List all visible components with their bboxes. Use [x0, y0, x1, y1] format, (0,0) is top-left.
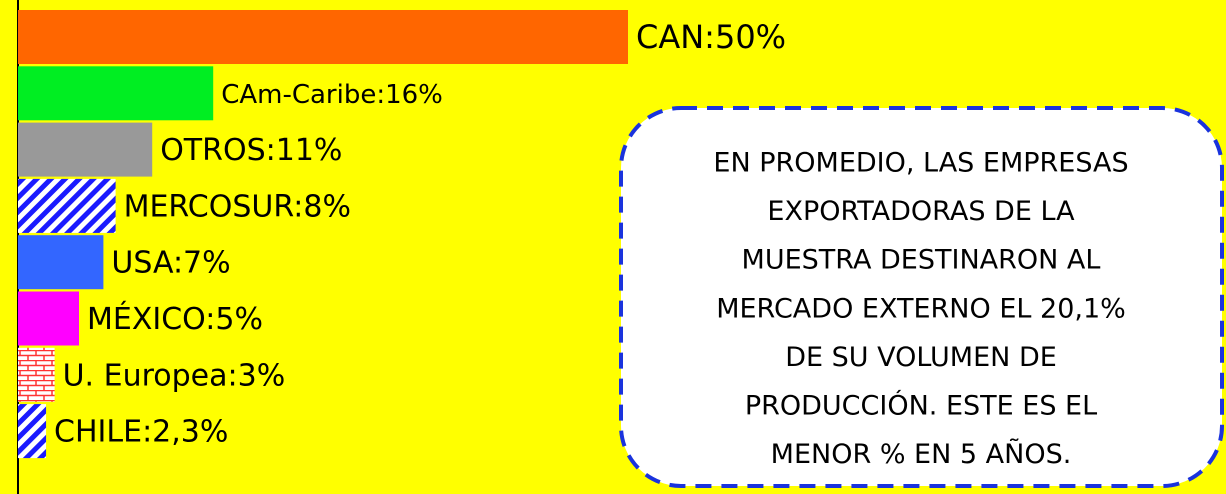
annotation-line: DE SU VOLUMEN DE — [785, 342, 1057, 373]
annotation-line: EXPORTADORAS DE LA — [767, 196, 1075, 227]
value-label: MERCOSUR:8% — [124, 189, 351, 224]
bar — [18, 404, 47, 459]
bar — [18, 178, 116, 233]
value-label: CAN:50% — [636, 18, 786, 56]
annotation-line: EN PROMEDIO, LAS EMPRESAS — [713, 148, 1128, 179]
value-label: CHILE:2,3% — [54, 415, 228, 450]
bar — [18, 291, 79, 346]
annotation-line: MERCADO EXTERNO EL 20,1% — [716, 293, 1126, 324]
annotation-line: MENOR % EN 5 AÑOS. — [771, 438, 1072, 470]
value-label: OTROS:11% — [160, 133, 342, 168]
annotation-line: PRODUCCIÓN. ESTE ES EL — [745, 390, 1097, 422]
bar — [18, 66, 214, 121]
value-label: U. Europea:3% — [63, 358, 286, 393]
bar — [18, 10, 628, 64]
bar — [18, 347, 55, 402]
value-label: MÉXICO:5% — [87, 301, 263, 337]
value-label: USA:7% — [111, 246, 230, 281]
bar — [18, 235, 104, 290]
annotation-box — [619, 106, 1224, 488]
annotation-line: MUESTRA DESTINARON AL — [742, 245, 1101, 276]
bar — [18, 122, 153, 177]
value-label: CAm-Caribe:16% — [221, 80, 443, 110]
